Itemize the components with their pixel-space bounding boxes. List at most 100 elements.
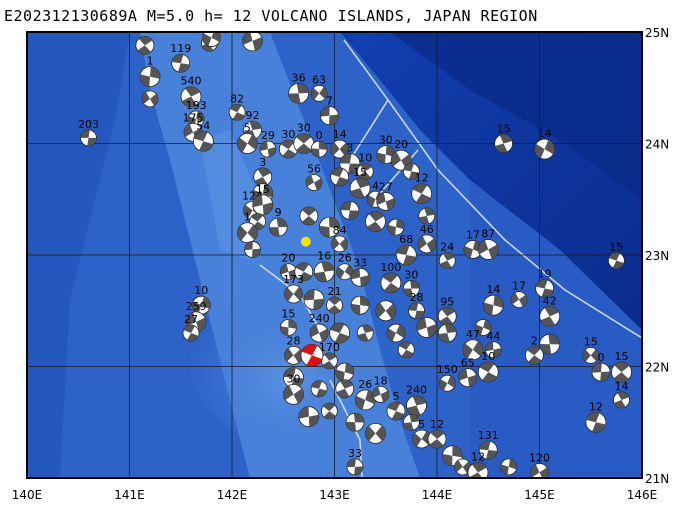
lon-tick-label: 145E: [524, 488, 555, 502]
focal-mechanism: [365, 422, 386, 444]
event-depth-label: 84: [333, 224, 347, 237]
trench-axis: [390, 32, 642, 200]
focal-mechanism: [242, 32, 263, 52]
focal-mechanism: [510, 291, 528, 309]
event-depth-label: 33: [348, 447, 362, 460]
focal-mechanism: [494, 134, 514, 153]
focal-mechanism: [539, 305, 561, 327]
event-depth-label: 17: [512, 280, 526, 293]
focal-mechanism: [278, 139, 298, 159]
focal-mechanism: [303, 289, 325, 311]
lat-tick-label: 25N: [645, 26, 669, 40]
focal-mechanism: [335, 379, 355, 399]
focal-mechanism: [454, 458, 472, 476]
focal-mechanism: [330, 167, 350, 187]
focal-mechanism: [356, 324, 374, 342]
focal-mechanism: [313, 261, 335, 283]
event-depth-label: 54: [196, 119, 210, 132]
focal-mechanism: [613, 391, 630, 409]
lat-tick-label: 24N: [645, 138, 669, 152]
focal-mechanism: [187, 110, 205, 128]
focal-mechanism: [539, 333, 561, 355]
event-depth-label: 44: [486, 330, 500, 343]
event-depth-label: 17: [466, 228, 480, 241]
event-depth-label: 240: [406, 384, 427, 397]
focal-mechanism: [309, 323, 329, 343]
focal-mechanism: [182, 324, 200, 342]
event-depth-label: 4: [372, 179, 379, 192]
event-depth-label: 15: [256, 183, 270, 196]
event-depth-label: 7: [326, 95, 333, 108]
focal-mechanism: [408, 302, 425, 320]
focal-mechanism: [135, 35, 155, 55]
focal-mechanism: [320, 402, 338, 420]
focal-mechanism: [284, 284, 303, 304]
focal-mechanism: [299, 206, 319, 226]
event-depth-label: 65: [461, 357, 475, 370]
focal-mechanism: [310, 380, 328, 398]
focal-mechanism: [249, 213, 267, 230]
event-depth-label: 12: [589, 400, 603, 413]
focal-mechanism: [293, 133, 315, 154]
event-depth-label: 15: [497, 123, 511, 136]
focal-mechanism: [458, 368, 478, 388]
focal-mechanism: [331, 235, 349, 253]
focal-mechanism: [402, 413, 420, 431]
event-depth-label: 0: [316, 129, 323, 142]
event-depth-label: 20: [394, 138, 408, 151]
focal-mechanism: [191, 295, 211, 315]
event-depth-label: 100: [380, 261, 401, 274]
lat-tick-label: 21N: [645, 472, 669, 486]
event-depth-label: 14: [615, 380, 629, 393]
lon-tick-label: 143E: [319, 488, 350, 502]
focal-mechanism: [180, 86, 202, 108]
focal-mechanism: [329, 322, 351, 344]
event-depth-label: 15: [615, 350, 629, 363]
focal-mechanism: [310, 140, 328, 158]
lon-tick-label: 141E: [114, 488, 145, 502]
event-depth-label: 28: [287, 334, 301, 347]
event-depth-label: 12: [471, 450, 485, 463]
focal-mechanism: [591, 362, 611, 382]
event-depth-label: 95: [440, 295, 454, 308]
focal-mechanism: [474, 319, 492, 336]
event-depth-label: 30: [281, 128, 295, 141]
lon-tick-label: 140E: [12, 488, 43, 502]
focal-mechanism: [582, 346, 600, 364]
event-depth-label: 30: [404, 268, 418, 281]
focal-mechanism: [402, 280, 420, 297]
focal-mechanism: [607, 252, 625, 269]
epicenter-marker: [300, 236, 312, 247]
focal-mechanism: [534, 138, 556, 160]
focal-mechanism: [397, 341, 415, 359]
event-depth-label: 92: [246, 109, 260, 122]
event-depth-label: 68: [399, 233, 413, 246]
focal-mechanism: [406, 395, 427, 416]
event-depth-label: 15: [281, 307, 295, 320]
event-depth-label: 30: [379, 134, 393, 147]
focal-mechanism: [387, 218, 405, 236]
event-depth-label: 10: [194, 284, 208, 297]
focal-mechanism: [402, 162, 420, 180]
focal-mechanism: [356, 162, 374, 180]
focal-mechanism: [192, 130, 214, 152]
event-depth-label: 19: [538, 267, 552, 280]
event-depth-label: 2: [531, 334, 538, 347]
focal-mechanism: [427, 429, 447, 449]
focal-mechanism: [611, 361, 632, 383]
focal-mechanism: [319, 106, 339, 126]
event-depth-label: 63: [312, 73, 326, 86]
event-depth-label: 28: [410, 291, 424, 304]
focal-mechanism: [288, 82, 310, 104]
event-depth-label: 0: [598, 351, 605, 364]
event-depth-label: 36: [292, 71, 306, 84]
event-depth-label: 47: [466, 328, 480, 341]
lat-tick-label: 23N: [645, 249, 669, 263]
event-depth-label: 26: [338, 252, 352, 265]
focal-mechanism: [349, 177, 371, 199]
focal-mechanism: [340, 200, 360, 220]
focal-mechanism: [376, 192, 396, 211]
event-depth-label: 10: [481, 350, 495, 363]
